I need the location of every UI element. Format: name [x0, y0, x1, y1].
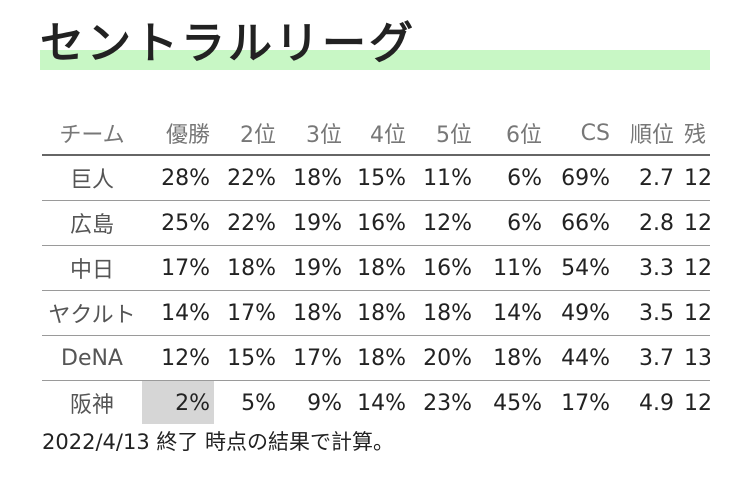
standings-table-container: チーム 優勝 2位 3位 4位 5位 6位 CS 順位 残 巨人 28% 22%…: [42, 112, 710, 424]
team-name: 阪神: [42, 380, 142, 424]
cell-2nd: 5%: [214, 380, 280, 424]
cell-rank: 4.9: [614, 380, 678, 424]
title-highlight-bar: [40, 50, 710, 70]
header-cs: CS: [546, 112, 614, 156]
header-4th: 4位: [346, 112, 410, 156]
cell-remaining: 12: [678, 290, 710, 336]
cell-6th: 14%: [476, 290, 546, 336]
cell-rank: 3.3: [614, 245, 678, 291]
cell-3rd: 18%: [280, 290, 346, 336]
cell-remaining: 12: [678, 155, 710, 201]
cell-3rd: 19%: [280, 200, 346, 246]
cell-rank: 2.8: [614, 200, 678, 246]
cell-5th: 20%: [410, 335, 476, 381]
cell-6th: 11%: [476, 245, 546, 291]
cell-5th: 11%: [410, 155, 476, 201]
cell-5th: 23%: [410, 380, 476, 424]
cell-cs: 44%: [546, 335, 614, 381]
cell-5th: 12%: [410, 200, 476, 246]
title-area: セントラルリーグ: [40, 16, 710, 74]
cell-cs: 17%: [546, 380, 614, 424]
header-rank: 順位: [614, 112, 678, 156]
cell-2nd: 22%: [214, 200, 280, 246]
header-5th: 5位: [410, 112, 476, 156]
cell-4th: 18%: [346, 335, 410, 381]
cell-2nd: 15%: [214, 335, 280, 381]
cell-4th: 14%: [346, 380, 410, 424]
standings-table: チーム 優勝 2位 3位 4位 5位 6位 CS 順位 残 巨人 28% 22%…: [42, 112, 710, 424]
cell-6th: 6%: [476, 155, 546, 201]
cell-3rd: 17%: [280, 335, 346, 381]
header-6th: 6位: [476, 112, 546, 156]
cell-3rd: 9%: [280, 380, 346, 424]
cell-4th: 18%: [346, 290, 410, 336]
cell-champion: 28%: [142, 155, 214, 201]
cell-cs: 66%: [546, 200, 614, 246]
team-name: ヤクルト: [42, 290, 142, 336]
cell-6th: 18%: [476, 335, 546, 381]
table-row: 中日 17% 18% 19% 18% 16% 11% 54% 3.3 12: [42, 245, 710, 291]
cell-champion: 17%: [142, 245, 214, 291]
cell-4th: 15%: [346, 155, 410, 201]
table-row: 広島 25% 22% 19% 16% 12% 6% 66% 2.8 12: [42, 200, 710, 246]
cell-2nd: 18%: [214, 245, 280, 291]
cell-rank: 3.7: [614, 335, 678, 381]
cell-champion: 25%: [142, 200, 214, 246]
cell-2nd: 17%: [214, 290, 280, 336]
table-row: 阪神 2% 5% 9% 14% 23% 45% 17% 4.9 12: [42, 380, 710, 424]
header-2nd: 2位: [214, 112, 280, 156]
header-remaining: 残: [678, 112, 710, 156]
cell-cs: 54%: [546, 245, 614, 291]
team-name: 中日: [42, 245, 142, 291]
table-row: DeNA 12% 15% 17% 18% 20% 18% 44% 3.7 13: [42, 335, 710, 381]
cell-5th: 18%: [410, 290, 476, 336]
page-title: セントラルリーグ: [40, 18, 416, 69]
cell-6th: 6%: [476, 200, 546, 246]
header-champion: 優勝: [142, 112, 214, 156]
team-name: 巨人: [42, 155, 142, 201]
cell-remaining: 12: [678, 245, 710, 291]
cell-remaining: 12: [678, 380, 710, 424]
footnote: 2022/4/13 終了 時点の結果で計算。: [42, 430, 395, 454]
table-row: 巨人 28% 22% 18% 15% 11% 6% 69% 2.7 12: [42, 155, 710, 201]
cell-cs: 69%: [546, 155, 614, 201]
cell-rank: 2.7: [614, 155, 678, 201]
cell-rank: 3.5: [614, 290, 678, 336]
cell-champion: 12%: [142, 335, 214, 381]
cell-remaining: 12: [678, 200, 710, 246]
cell-4th: 16%: [346, 200, 410, 246]
cell-4th: 18%: [346, 245, 410, 291]
cell-remaining: 13: [678, 335, 710, 381]
table-row: ヤクルト 14% 17% 18% 18% 18% 14% 49% 3.5 12: [42, 290, 710, 336]
header-3rd: 3位: [280, 112, 346, 156]
cell-champion: 14%: [142, 290, 214, 336]
cell-champion-highlighted: 2%: [142, 380, 214, 424]
table-header-row: チーム 優勝 2位 3位 4位 5位 6位 CS 順位 残: [42, 112, 710, 156]
cell-6th: 45%: [476, 380, 546, 424]
header-team: チーム: [42, 112, 142, 156]
cell-cs: 49%: [546, 290, 614, 336]
cell-2nd: 22%: [214, 155, 280, 201]
team-name: 広島: [42, 200, 142, 246]
team-name: DeNA: [42, 335, 142, 381]
cell-3rd: 19%: [280, 245, 346, 291]
cell-5th: 16%: [410, 245, 476, 291]
cell-3rd: 18%: [280, 155, 346, 201]
